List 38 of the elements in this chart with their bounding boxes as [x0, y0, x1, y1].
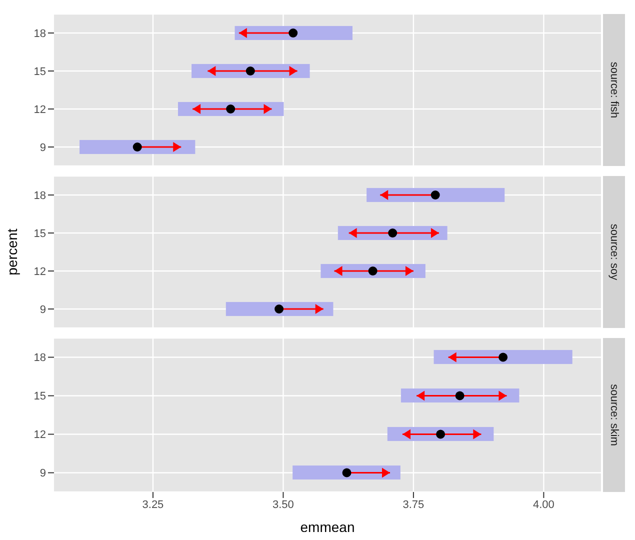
- y-tick-label: 18: [34, 190, 46, 202]
- y-tick-label: 12: [34, 266, 46, 278]
- y-tick-label: 15: [34, 390, 46, 403]
- point: [274, 304, 284, 314]
- point: [342, 468, 352, 478]
- y-tick-label: 12: [34, 104, 46, 116]
- x-tick-label: 4.00: [532, 498, 554, 511]
- point: [388, 228, 398, 238]
- bar: [80, 140, 196, 154]
- bar: [366, 188, 505, 202]
- y-tick-label: 15: [34, 66, 46, 78]
- y-tick-label: 9: [40, 304, 46, 316]
- point: [455, 391, 464, 400]
- point: [246, 66, 255, 76]
- bar: [434, 350, 572, 364]
- point: [368, 266, 378, 276]
- point: [226, 104, 236, 114]
- y2-axis-title: source: fish: [608, 62, 620, 118]
- x-tick-label: 3.25: [142, 498, 164, 511]
- y-tick-label: 15: [34, 228, 46, 240]
- point: [436, 430, 446, 439]
- point: [430, 190, 440, 200]
- y2-axis-title: source: soy: [608, 224, 620, 281]
- y-tick-label: 12: [34, 429, 46, 442]
- y-tick-label: 9: [40, 468, 46, 480]
- point: [498, 352, 508, 362]
- y-axis-title: percent: [4, 228, 20, 276]
- y2-axis-title: source: skim: [608, 384, 620, 446]
- x-axis-title: emmean: [300, 519, 355, 535]
- x-tick-label: 3.50: [272, 498, 294, 511]
- x-tick-label: 3.75: [402, 498, 424, 511]
- point: [288, 28, 298, 38]
- bar: [234, 26, 353, 40]
- y-tick-label: 18: [34, 28, 46, 40]
- y-tick-label: 9: [40, 142, 46, 154]
- y-tick-label: 18: [34, 352, 46, 364]
- point: [132, 142, 142, 152]
- bar: [292, 466, 400, 480]
